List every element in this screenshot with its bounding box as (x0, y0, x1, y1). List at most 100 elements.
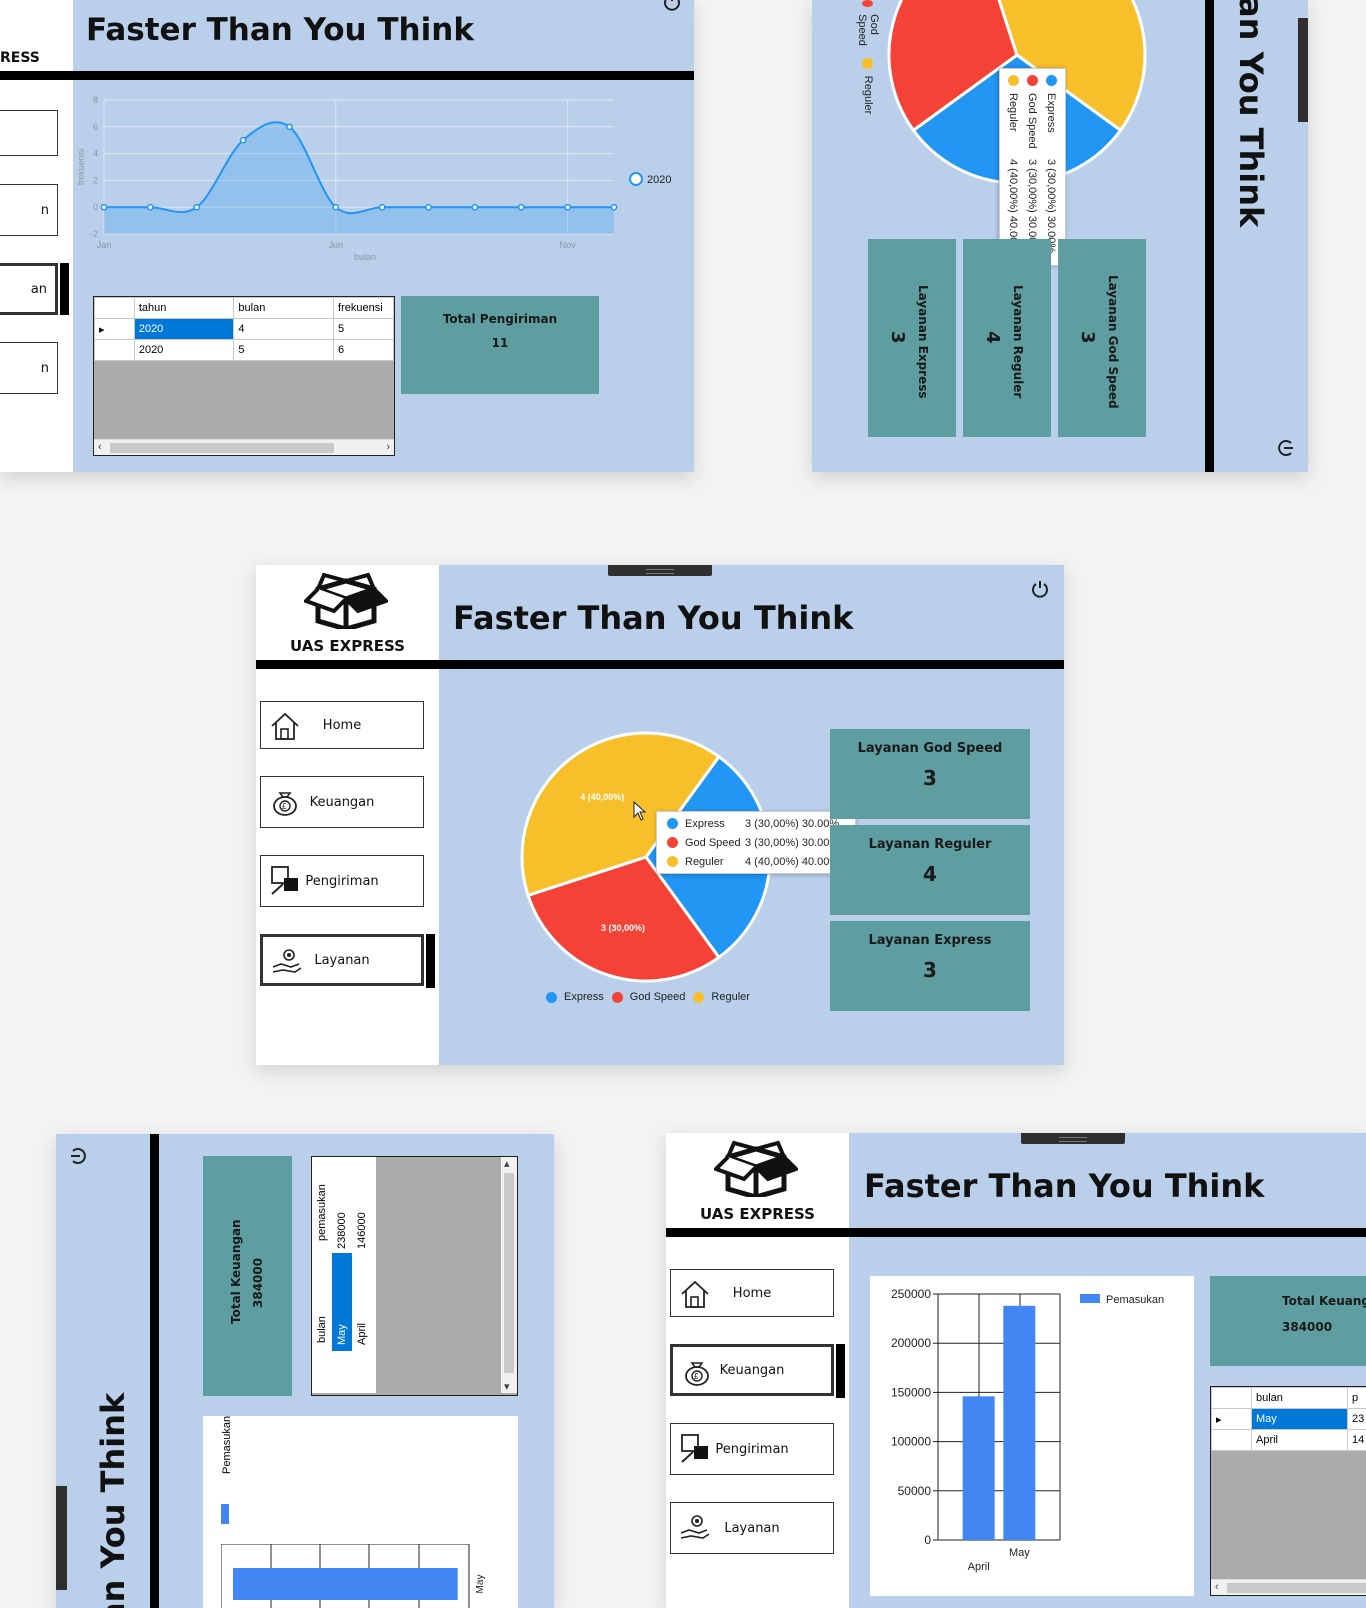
pie-slice-reguler (997, 0, 1147, 133)
sidebar-item-label: Layanan (724, 1520, 780, 1536)
scroll-left-icon[interactable]: ‹ (1215, 1581, 1219, 1593)
sidebar-item-layanan[interactable]: Layanan (670, 1502, 834, 1554)
window-grip-rotated[interactable] (56, 1486, 67, 1590)
table-row[interactable]: ▸ May 23 (1211, 1408, 1366, 1430)
money-bag-icon: £ (685, 1362, 709, 1386)
table-cell[interactable]: 14 (1346, 1429, 1366, 1451)
scroll-up-icon[interactable]: ▴ (504, 1158, 510, 1170)
sidebar-item-pengiriman[interactable]: Pengiriman (670, 1423, 834, 1475)
column-header[interactable]: frekuensi (333, 297, 394, 319)
pengiriman-data-grid[interactable]: tahun bulan frekuensi ▸ 2020 4 5 2020 5 (93, 296, 395, 456)
table-cell[interactable]: 23 (1346, 1408, 1366, 1430)
layanan-godspeed-card: Layanan God Speed 3 (830, 729, 1030, 819)
column-header[interactable]: tahun (133, 297, 235, 319)
y-tick-label: 250000 (891, 1287, 931, 1301)
table-row[interactable]: ▸ 2020 4 5 (94, 318, 394, 340)
y-tick-label: 0 (93, 202, 98, 212)
open-box-icon (304, 572, 388, 629)
keuangan-data-grid-rotated[interactable]: pemasukan 238000 146000 bulan May April … (311, 1156, 518, 1396)
scroll-thumb[interactable] (504, 1173, 514, 1373)
header-rule (256, 660, 1064, 669)
table-row[interactable]: April 14 (1211, 1429, 1366, 1451)
legend-entry: Pemasukan (1106, 1294, 1164, 1306)
logout-icon[interactable] (68, 1146, 88, 1166)
layanan-rotated-screenshot: God Speed Reguler Express 3 (30,00%) 30.0… (812, 0, 1308, 472)
sidebar-item-home[interactable] (0, 110, 58, 156)
bar-april (962, 1396, 995, 1540)
total-keuangan-card: Total Keuang 384000 (1210, 1276, 1366, 1366)
grid-header-row: bulan p (1211, 1387, 1366, 1409)
column-header[interactable]: bulan (1251, 1387, 1348, 1409)
table-cell[interactable]: 2020 (133, 339, 235, 361)
power-icon[interactable] (1030, 579, 1050, 599)
sidebar-item-pengiriman[interactable]: an (0, 263, 58, 315)
x-axis-label: bulan (354, 252, 376, 262)
keuangan-rotated-window: an You Think Total Keuangan 384000 pemas… (56, 1134, 554, 1608)
column-header[interactable]: bulan (233, 297, 335, 319)
vertical-scrollbar[interactable]: ▴ ▾ (501, 1157, 517, 1393)
row-selector-icon[interactable]: ▸ (1211, 1408, 1252, 1430)
table-cell[interactable]: 2020 (133, 318, 235, 340)
horizontal-scrollbar[interactable]: ‹ › (94, 439, 394, 455)
power-icon[interactable] (662, 0, 682, 12)
sidebar-item-home[interactable]: Home (260, 701, 424, 749)
scroll-thumb[interactable] (1227, 1583, 1366, 1593)
y-tick-label: 150000 (891, 1385, 931, 1399)
legend-swatch (611, 991, 623, 1003)
bar-may (1003, 1305, 1036, 1540)
sidebar: Home £ Keuangan Pengiriman Layanan (666, 1237, 849, 1608)
data-point (147, 203, 154, 211)
window-grip-rotated[interactable] (1298, 18, 1308, 122)
row-selector-icon[interactable]: ▸ (94, 318, 135, 340)
legend-swatch (667, 818, 678, 829)
sidebar-item-layanan[interactable]: Layanan (260, 934, 424, 986)
legend-swatch (667, 856, 678, 867)
table-cell[interactable]: 4 (233, 318, 335, 340)
layanan-reguler-card: Layanan Reguler 4 (830, 825, 1030, 915)
pie-slice-god-speed (887, 0, 1019, 133)
data-point (471, 203, 479, 211)
slice-data-label: 3 (30,00%) (601, 923, 645, 933)
layanan-rotated-window: God Speed Reguler Express 3 (30,00%) 30.0… (812, 0, 1308, 472)
sidebar-item-home[interactable]: Home (670, 1269, 834, 1317)
logout-icon[interactable] (1276, 438, 1296, 458)
horizontal-scrollbar[interactable]: ‹ (1211, 1579, 1366, 1595)
series-line-2020 (104, 121, 614, 215)
y-tick-label: 6 (93, 122, 98, 132)
y-tick-label: -2 (90, 229, 98, 239)
scroll-left-icon[interactable]: ‹ (98, 441, 102, 453)
logo-text: UAS EXPRESS (700, 1205, 815, 1223)
layanan-window: UAS EXPRESS Faster Than You Think Home £… (256, 565, 1064, 1065)
table-cell[interactable]: 6 (333, 339, 394, 361)
window-drag-grip[interactable] (608, 565, 712, 576)
sidebar-item-keuangan[interactable]: £ Keuangan (670, 1344, 834, 1396)
sidebar-item-keuangan[interactable]: £ Keuangan (260, 776, 424, 828)
scroll-right-icon[interactable]: › (386, 441, 390, 453)
table-cell[interactable]: May (1251, 1408, 1348, 1430)
scroll-thumb[interactable] (110, 443, 334, 453)
legend-swatch (862, 57, 874, 69)
sidebar-item-keuangan[interactable]: n (0, 184, 58, 236)
money-bag-icon: £ (273, 792, 297, 816)
y-tick-label: 0 (924, 1533, 931, 1547)
delivery-box-icon (271, 866, 298, 895)
layanan-godspeed-card-rotated: Layanan God Speed 3 (1058, 239, 1146, 437)
window-drag-grip[interactable] (1021, 1133, 1125, 1144)
sidebar-item-pengiriman[interactable]: Pengiriman (260, 855, 424, 907)
column-header[interactable]: p (1346, 1387, 1366, 1409)
header-rule-rotated (150, 1134, 159, 1608)
keuangan-screenshot: UAS EXPRESS Faster Than You Think Home £… (666, 1133, 1366, 1608)
table-row[interactable]: 2020 5 6 (94, 339, 394, 361)
scroll-down-icon[interactable]: ▾ (504, 1381, 510, 1393)
table-cell[interactable]: 5 (333, 318, 394, 340)
sidebar-item-layanan[interactable]: n (0, 342, 58, 394)
keuangan-data-grid[interactable]: bulan p ▸ May 23 April 14 ‹ (1210, 1386, 1366, 1596)
service-hand-icon (272, 949, 302, 973)
page-title-rotated: an You Think (94, 1392, 132, 1608)
table-cell[interactable]: April (1251, 1429, 1348, 1451)
data-point (286, 123, 293, 131)
page-title: Faster Than You Think (453, 599, 854, 637)
table-cell[interactable]: 5 (233, 339, 335, 361)
sidebar-item-label: Keuangan (719, 1362, 785, 1378)
sidebar: n an n (0, 80, 73, 472)
